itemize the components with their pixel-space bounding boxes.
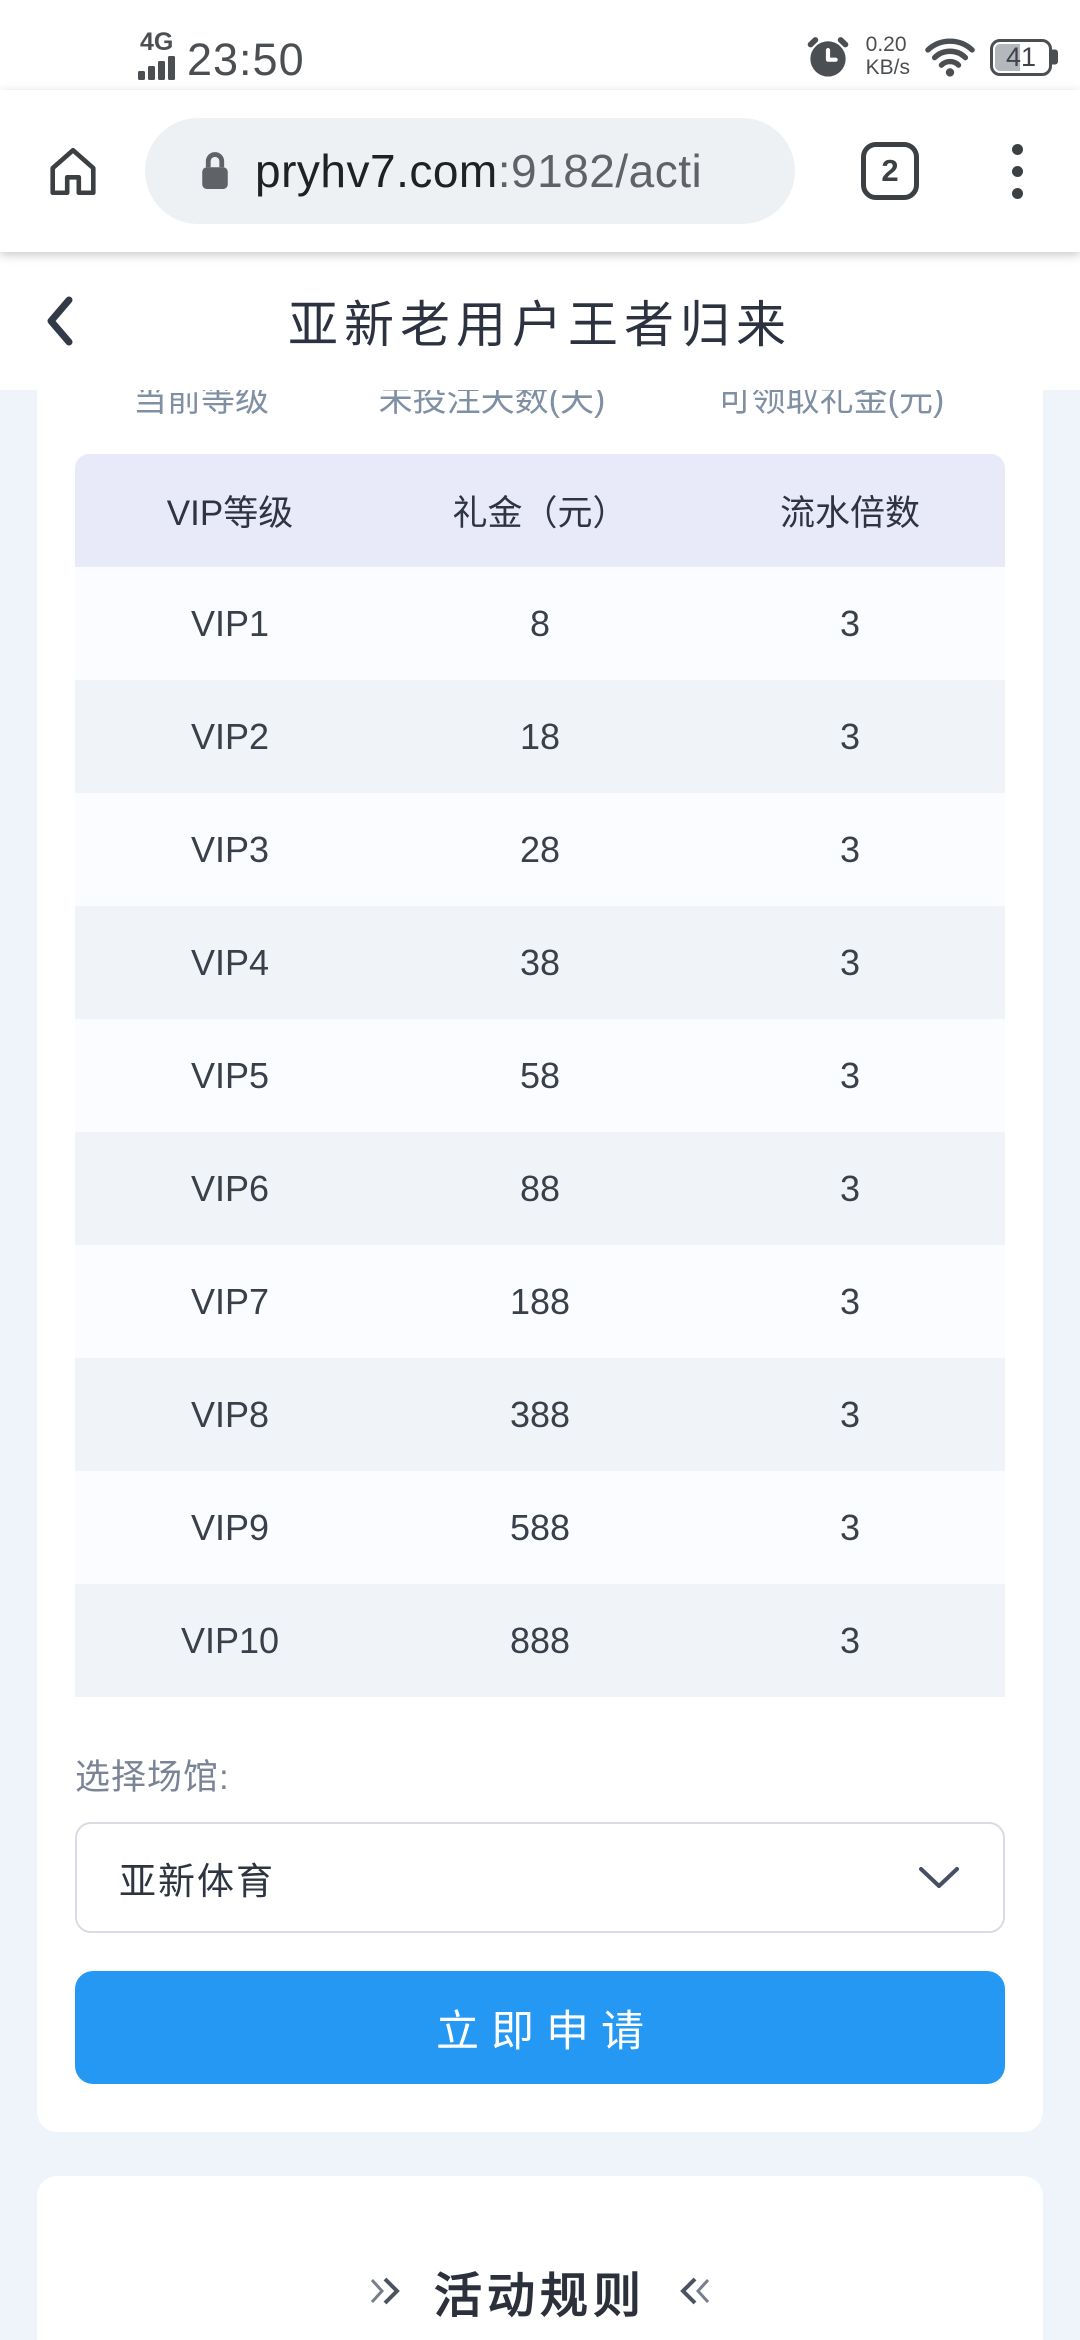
col-vip-level: VIP等级: [166, 494, 294, 533]
vip-multiplier-cell: 3: [839, 941, 861, 983]
vip-bonus-cell: 18: [519, 715, 561, 757]
status-col-claimable-bonus: 可领取礼金(元): [717, 390, 945, 419]
lock-icon: [197, 148, 233, 194]
vip-bonus-cell: 8: [529, 602, 551, 644]
tab-switcher-button[interactable]: 2: [861, 142, 919, 200]
col-multiplier: 流水倍数: [779, 494, 920, 533]
battery-percent: 41: [1005, 41, 1037, 72]
vip-table-row: VIP1 8 3: [75, 567, 1005, 680]
venue-selected-value: 亚新体育: [119, 1860, 275, 1902]
url-path: :9182/acti: [497, 145, 703, 197]
vip-table-row: VIP4 38 3: [75, 906, 1005, 1019]
vip-level-cell: VIP4: [190, 941, 270, 983]
rules-card: 活动规则: [37, 2176, 1043, 2340]
vip-bonus-cell: 188: [509, 1280, 571, 1322]
alarm-icon: [805, 34, 851, 80]
speed-value: 0.20: [865, 33, 907, 57]
vip-multiplier-cell: 3: [839, 1054, 861, 1096]
page-content[interactable]: 当前等级 未投注天数(天) 可领取礼金(元) VIP等级 礼金（元） 流水倍数 …: [0, 390, 1080, 2340]
vip-level-cell: VIP10: [180, 1619, 280, 1661]
page-header: 亚新老用户王者归来: [0, 252, 1080, 390]
clock-time: 23:50: [187, 33, 305, 85]
vip-multiplier-cell: 3: [839, 1167, 861, 1209]
vip-level-cell: VIP7: [190, 1280, 270, 1322]
speed-unit: KB/s: [865, 56, 910, 79]
vip-multiplier-cell: 3: [839, 1506, 861, 1548]
vip-table-header: VIP等级 礼金（元） 流水倍数: [75, 454, 1005, 567]
address-bar[interactable]: pryhv7.com:9182/acti: [145, 118, 795, 224]
venue-select-label: 选择场馆:: [75, 1758, 230, 1797]
vip-table-row: VIP7 188 3: [75, 1245, 1005, 1358]
activity-card: 当前等级 未投注天数(天) 可领取礼金(元) VIP等级 礼金（元） 流水倍数 …: [37, 390, 1043, 2132]
col-bonus: 礼金（元）: [452, 494, 628, 533]
vip-multiplier-cell: 3: [839, 1393, 861, 1435]
vip-table-row: VIP9 588 3: [75, 1471, 1005, 1584]
rules-heading: 活动规则: [75, 2256, 1005, 2326]
vip-bonus-cell: 88: [519, 1167, 561, 1209]
chevron-down-icon: [917, 1865, 961, 1891]
vip-multiplier-cell: 3: [839, 1280, 861, 1322]
vip-bonus-cell: 588: [509, 1506, 571, 1548]
status-col-days-no-bet: 未投注天数(天): [378, 390, 606, 419]
url-text: pryhv7.com:9182/acti: [255, 144, 702, 198]
vip-table-row: VIP3 28 3: [75, 793, 1005, 906]
vip-bonus-cell: 888: [509, 1619, 571, 1661]
rules-title: 活动规则: [433, 2270, 646, 2323]
arrow-right-decoration-icon: [158, 2273, 408, 2309]
browser-toolbar: pryhv7.com:9182/acti 2: [0, 90, 1080, 252]
vip-bonus-cell: 58: [519, 1054, 561, 1096]
url-host: pryhv7.com: [255, 145, 498, 197]
vip-table-row: VIP6 88 3: [75, 1132, 1005, 1245]
vip-table-row: VIP2 18 3: [75, 680, 1005, 793]
status-bar: 4G 23:50 0.20 KB/s 41: [0, 0, 1080, 90]
vip-bonus-table: VIP等级 礼金（元） 流水倍数 VIP1 8 3 VIP2 18 3 VIP3 28 3 VIP…: [75, 454, 1005, 1697]
page-title: 亚新老用户王者归来: [288, 297, 792, 353]
home-button[interactable]: [43, 141, 103, 201]
vip-level-cell: VIP8: [190, 1393, 270, 1435]
vip-level-cell: VIP6: [190, 1167, 270, 1209]
apply-now-button[interactable]: 立即申请: [75, 1971, 1005, 2084]
vip-level-cell: VIP1: [190, 602, 270, 644]
vip-table-row: VIP10 888 3: [75, 1584, 1005, 1697]
vip-table-row: VIP8 388 3: [75, 1358, 1005, 1471]
network-speed: 0.20 KB/s: [866, 34, 910, 79]
vip-bonus-cell: 28: [519, 828, 561, 870]
cellular-signal-icon: 4G: [138, 30, 175, 80]
vip-level-cell: VIP9: [190, 1506, 270, 1548]
user-status-table-header-clipped: 当前等级 未投注天数(天) 可领取礼金(元): [75, 390, 1005, 428]
vip-multiplier-cell: 3: [839, 715, 861, 757]
vip-level-cell: VIP2: [190, 715, 270, 757]
vip-bonus-cell: 388: [509, 1393, 571, 1435]
back-button[interactable]: [40, 292, 84, 350]
vip-table-row: VIP5 58 3: [75, 1019, 1005, 1132]
vip-table-body: VIP1 8 3 VIP2 18 3 VIP3 28 3 VIP4 38 3 VIP5 58 3 VIP6 88…: [75, 567, 1005, 1697]
vip-multiplier-cell: 3: [839, 1619, 861, 1661]
browser-menu-button[interactable]: [1012, 143, 1023, 199]
status-col-current-level: 当前等级: [133, 390, 269, 419]
vip-level-cell: VIP5: [190, 1054, 270, 1096]
network-type-label: 4G: [140, 28, 174, 56]
vip-level-cell: VIP3: [190, 828, 270, 870]
vip-bonus-cell: 38: [519, 941, 561, 983]
venue-select[interactable]: 亚新体育: [75, 1822, 1005, 1933]
tab-count: 2: [881, 153, 899, 188]
card-gap: [0, 2132, 1080, 2176]
vip-multiplier-cell: 3: [839, 828, 861, 870]
arrow-left-decoration-icon: [672, 2273, 922, 2309]
battery-icon: 41: [990, 38, 1052, 76]
wifi-icon: [925, 36, 975, 78]
vip-multiplier-cell: 3: [839, 602, 861, 644]
